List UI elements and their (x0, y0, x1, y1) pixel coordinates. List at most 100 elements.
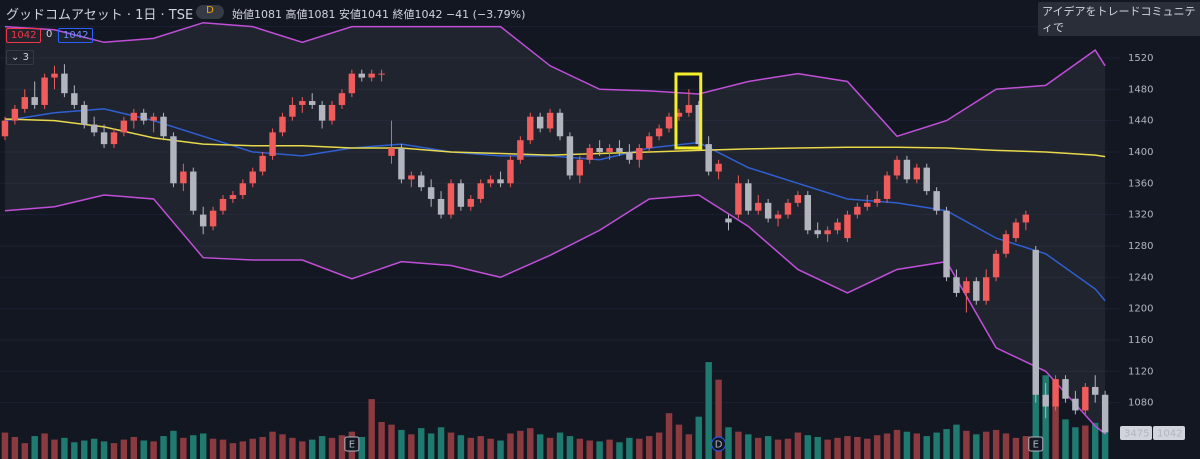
event-marker (344, 436, 360, 452)
candle-body (675, 112, 683, 117)
candle-body (695, 104, 702, 145)
volume-bar (864, 438, 871, 459)
candle-body (963, 281, 970, 293)
candle-body (576, 159, 584, 176)
volume-bar (1101, 428, 1109, 459)
volume-bar (338, 435, 346, 459)
candle-body (834, 222, 841, 231)
band-lower (4, 194, 1106, 435)
indicator-toggle[interactable]: ⌄ 3 (6, 50, 34, 65)
candle-body (556, 112, 564, 137)
candle-body (923, 167, 930, 192)
candle-body (437, 198, 445, 215)
candle-body (1002, 234, 1010, 254)
candle-body (209, 210, 217, 227)
symbol-title[interactable]: グッドコムアセット · 1日 · TSE (6, 8, 194, 23)
ask-box[interactable]: 1042 (58, 28, 94, 43)
candle-body (170, 136, 177, 184)
volume-bar (844, 436, 851, 459)
volume-bar (913, 433, 921, 459)
spread: 0 (46, 29, 53, 40)
banner[interactable]: アイデアをトレードコミュニティで (1038, 2, 1200, 36)
candle-body (715, 163, 722, 172)
volume-bar (398, 429, 405, 459)
candle-body (497, 179, 504, 184)
volume-bar (110, 443, 118, 459)
volume-bar (457, 435, 465, 459)
volume-bar (358, 436, 365, 459)
candle-body (725, 218, 732, 223)
volume-bar (90, 438, 98, 459)
volume-last-label: 3475 (1124, 429, 1149, 440)
candle-body (447, 183, 455, 215)
moving-average (4, 108, 1106, 302)
candle-body (755, 202, 762, 211)
volume-bar (636, 438, 643, 459)
volume-bar (616, 442, 623, 459)
candle-body (299, 101, 306, 105)
candle-body (1032, 249, 1039, 395)
volume-bar (517, 430, 524, 459)
candle-body (398, 148, 405, 180)
volume-bar (71, 442, 78, 459)
volume-bar (764, 436, 772, 459)
volume-bar (160, 436, 167, 459)
chevron: ⌄ (11, 52, 23, 63)
volume-bar (1082, 425, 1089, 459)
candle-body (11, 108, 19, 121)
candle-body (408, 175, 415, 180)
volume-bar (1012, 437, 1020, 459)
y-tick-label: 1360 (1128, 178, 1153, 189)
volume-bar (883, 433, 891, 459)
candle-body (31, 97, 38, 105)
volume-bar (1092, 422, 1099, 459)
candle-body (1022, 214, 1030, 223)
volume-bar (1052, 404, 1059, 459)
volume-bar (804, 435, 812, 459)
badge[interactable]: D (196, 5, 224, 19)
candle-body (973, 281, 980, 301)
candle-body (358, 73, 365, 78)
volume-bar (61, 437, 68, 459)
volume-bar (21, 443, 28, 459)
candle-body (953, 277, 960, 293)
y-tick-label: 1120 (1128, 366, 1153, 377)
volume-bar (229, 443, 237, 459)
candle-body (566, 136, 574, 176)
volume-bar (170, 430, 177, 459)
volume-bar (437, 427, 445, 459)
price-last-box (1153, 426, 1185, 440)
bid-box[interactable]: 1042 (6, 28, 42, 43)
candle-body (467, 198, 475, 207)
candle-body (229, 195, 237, 199)
candle-body (1052, 379, 1059, 407)
volume-bar (556, 432, 564, 459)
volume-bar (219, 439, 227, 459)
volume-bar (41, 433, 48, 459)
volume-bar (655, 432, 663, 459)
volume-bar (1002, 433, 1010, 459)
volume-bar (378, 421, 385, 459)
indicator-count: 3 (22, 52, 29, 63)
volume-bar (140, 440, 147, 459)
volume-bar (11, 436, 19, 459)
candle-body (1101, 394, 1109, 433)
candle-body (784, 202, 792, 215)
volume-bar (190, 435, 197, 459)
candle-body (120, 120, 128, 133)
candle-body (655, 128, 663, 137)
volume-bar (963, 430, 970, 459)
candle-body (51, 73, 58, 78)
candle-body (705, 144, 712, 172)
volume-bar (695, 416, 702, 459)
candle-body (21, 97, 28, 109)
candle-body (804, 195, 812, 231)
volume-bar (705, 362, 712, 459)
volume-bar (259, 436, 266, 459)
volume-bar (249, 438, 256, 459)
volume-bar (100, 441, 108, 459)
volume-bar (923, 436, 930, 459)
candle-body (150, 116, 157, 121)
volume-bar (368, 399, 375, 459)
